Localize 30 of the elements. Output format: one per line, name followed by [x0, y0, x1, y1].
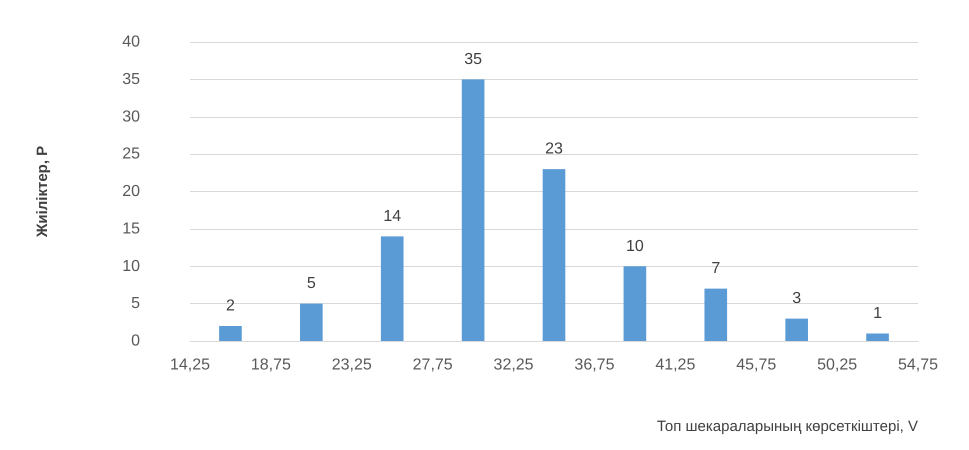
y-tick-label: 30	[122, 108, 140, 126]
x-tick-label: 14,25	[170, 356, 210, 374]
y-tick-label: 20	[122, 183, 140, 200]
data-label: 14	[383, 208, 402, 225]
y-tick-label: 25	[122, 146, 140, 163]
y-tick-label: 0	[131, 332, 140, 350]
x-tick-label: 32,25	[494, 356, 534, 374]
x-axis-title: Топ шекараларының көрсеткіштері, V	[656, 418, 918, 435]
x-tick-label: 27,75	[412, 356, 453, 374]
x-tick-label: 23,25	[332, 356, 372, 374]
data-label: 35	[464, 50, 482, 68]
y-tick-label: 5	[131, 295, 140, 312]
y-tick-label: 15	[122, 220, 140, 238]
x-tick-label: 45,75	[736, 356, 776, 374]
data-label: 10	[626, 238, 644, 255]
data-label: 3	[792, 290, 802, 308]
x-tick-label: 50,25	[817, 356, 858, 374]
x-tick-label: 36,75	[574, 356, 615, 374]
x-tick-label: 18,75	[250, 356, 292, 374]
y-axis-title: Жиіліктер, P	[34, 146, 51, 238]
data-label: 2	[226, 298, 235, 315]
data-label: 7	[711, 260, 720, 278]
y-tick-label: 40	[122, 34, 140, 50]
y-tick-label: 10	[122, 258, 140, 275]
data-label: 5	[306, 275, 316, 292]
x-tick-label: 54,75	[898, 356, 938, 374]
y-tick-label: 35	[122, 70, 140, 88]
data-label: 1	[873, 305, 882, 322]
data-label: 23	[545, 140, 563, 158]
x-tick-label: 41,25	[655, 356, 696, 374]
